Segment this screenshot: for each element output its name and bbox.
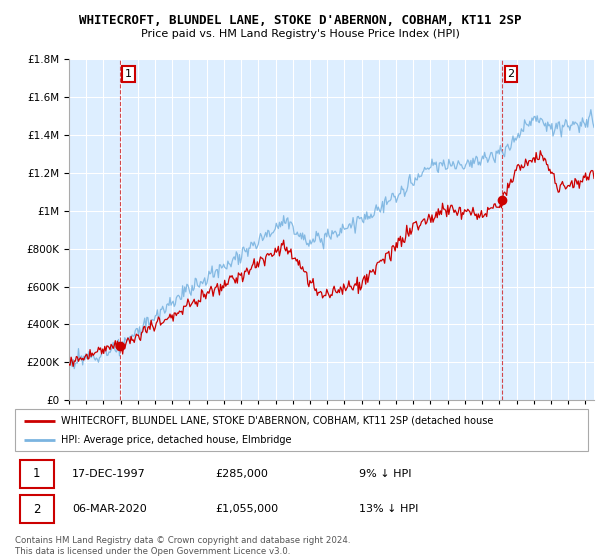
Text: Price paid vs. HM Land Registry's House Price Index (HPI): Price paid vs. HM Land Registry's House … [140, 29, 460, 39]
Text: WHITECROFT, BLUNDEL LANE, STOKE D'ABERNON, COBHAM, KT11 2SP (detached house: WHITECROFT, BLUNDEL LANE, STOKE D'ABERNO… [61, 416, 493, 426]
Text: 2: 2 [508, 69, 514, 79]
Text: 2: 2 [33, 503, 41, 516]
FancyBboxPatch shape [20, 460, 54, 488]
Text: 06-MAR-2020: 06-MAR-2020 [73, 504, 147, 514]
Text: 9% ↓ HPI: 9% ↓ HPI [359, 469, 412, 479]
Text: 1: 1 [125, 69, 132, 79]
Text: HPI: Average price, detached house, Elmbridge: HPI: Average price, detached house, Elmb… [61, 435, 292, 445]
Text: 1: 1 [33, 467, 41, 480]
Text: WHITECROFT, BLUNDEL LANE, STOKE D'ABERNON, COBHAM, KT11 2SP: WHITECROFT, BLUNDEL LANE, STOKE D'ABERNO… [79, 14, 521, 27]
Text: Contains HM Land Registry data © Crown copyright and database right 2024.
This d: Contains HM Land Registry data © Crown c… [15, 536, 350, 556]
Text: 17-DEC-1997: 17-DEC-1997 [73, 469, 146, 479]
Text: 13% ↓ HPI: 13% ↓ HPI [359, 504, 418, 514]
Text: £1,055,000: £1,055,000 [215, 504, 278, 514]
FancyBboxPatch shape [20, 495, 54, 523]
Text: £285,000: £285,000 [215, 469, 268, 479]
